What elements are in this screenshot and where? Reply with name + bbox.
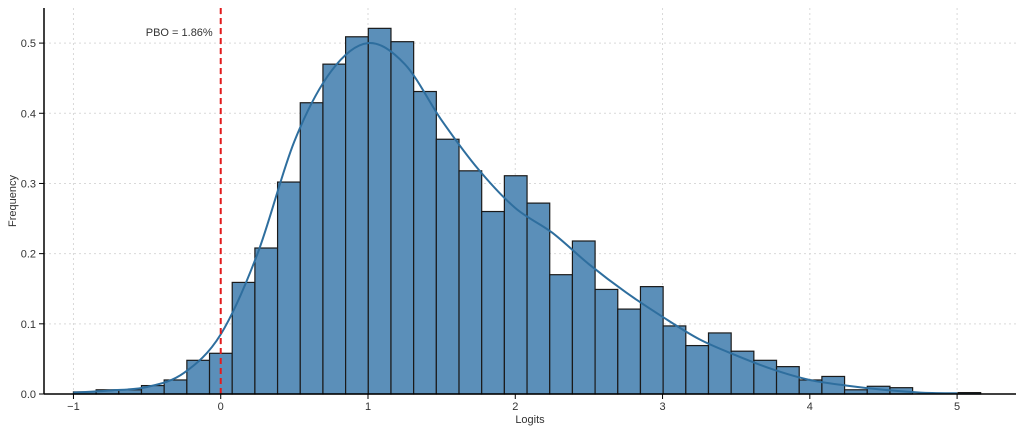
histogram-bar [390,41,415,395]
x-axis-label: Logits [515,414,545,426]
y-axis-label: Frequency [7,175,19,227]
histogram-bar [481,210,505,395]
histogram-bar [639,286,664,395]
x-tick-label: 3 [659,401,665,413]
y-tick-label: 0.1 [21,319,36,331]
histogram-bar [571,240,596,395]
y-tick-label: 0.3 [21,178,36,190]
x-tick-label: 4 [807,401,813,413]
histogram-bar [367,27,392,395]
histogram-bar [299,102,324,395]
y-tick-label: 0.4 [21,108,36,120]
histogram-bar [662,325,687,395]
histogram-bar [617,308,642,395]
histogram-bar [413,90,437,395]
x-tick-label: 1 [365,401,371,413]
histogram-bar [276,181,301,395]
histogram-bar [707,332,732,395]
histogram-bar [231,281,256,395]
histogram-bar [753,359,778,395]
x-tick-label: −1 [67,401,80,413]
histogram-bar [458,170,483,395]
histogram-bar [254,247,279,395]
histogram-bar [549,274,574,395]
histogram-bar [435,138,460,395]
y-tick-label: 0.2 [21,249,36,261]
histogram-bar [594,288,619,395]
y-tick-label: 0.5 [21,38,36,50]
y-tick-label: 0.0 [21,389,36,401]
x-tick-label: 5 [954,401,960,413]
x-tick-label: 2 [512,401,518,413]
histogram-bars [72,27,982,395]
histogram-bar [322,63,347,395]
histogram-bar [345,36,369,395]
histogram-bar [526,202,551,395]
x-axis-ticks: −1 0 1 2 3 4 5 [67,394,960,413]
x-tick-label: 0 [218,401,224,413]
y-axis-ticks: 0.0 0.1 0.2 0.3 0.4 0.5 [21,38,44,401]
histogram-bar [186,359,211,395]
histogram-bar [685,344,710,395]
pbo-annotation: PBO = 1.86% [146,27,213,39]
